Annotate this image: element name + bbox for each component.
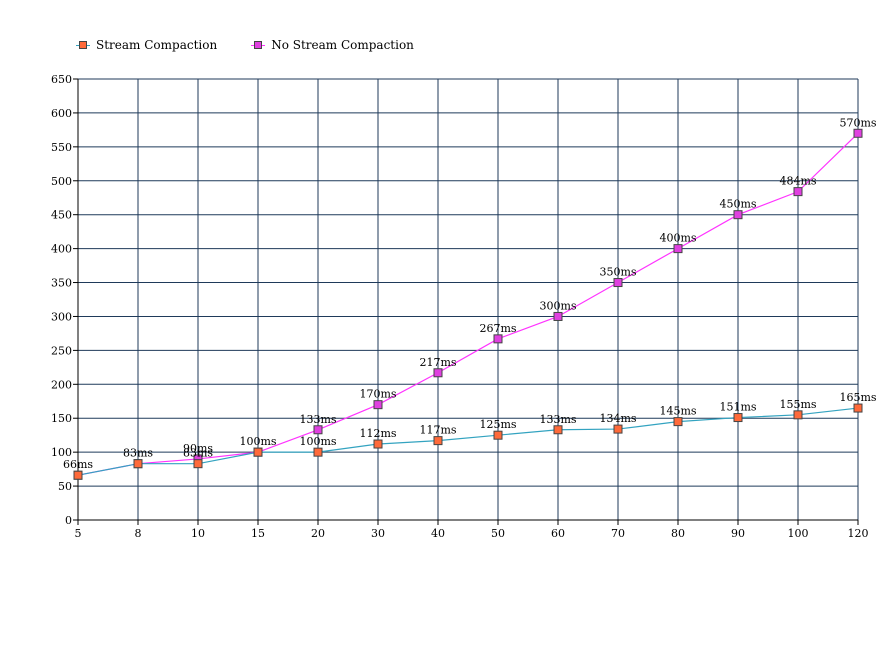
y-tick-label: 600 bbox=[51, 107, 72, 120]
x-tick-label: 5 bbox=[75, 527, 82, 540]
x-tick-label: 80 bbox=[671, 527, 685, 540]
legend-marker-icon bbox=[76, 40, 90, 50]
legend-item-no-stream-compaction: No Stream Compaction bbox=[251, 38, 414, 52]
data-point bbox=[133, 459, 143, 469]
data-point bbox=[493, 334, 503, 344]
x-tick-label: 90 bbox=[731, 527, 745, 540]
data-label: 100ms bbox=[239, 435, 276, 448]
data-point bbox=[193, 459, 203, 469]
data-point bbox=[493, 430, 503, 440]
legend-item-stream-compaction: Stream Compaction bbox=[76, 38, 217, 52]
y-tick-label: 200 bbox=[51, 378, 72, 391]
data-point bbox=[733, 210, 743, 220]
data-point bbox=[433, 368, 443, 378]
data-point bbox=[253, 447, 263, 457]
data-label: 400ms bbox=[659, 232, 696, 245]
legend-label: Stream Compaction bbox=[96, 38, 218, 52]
data-point bbox=[553, 311, 563, 321]
data-label: 151ms bbox=[719, 401, 756, 414]
data-point bbox=[853, 128, 863, 138]
y-tick-label: 500 bbox=[51, 175, 72, 188]
y-tick-label: 350 bbox=[51, 277, 72, 290]
data-label: 83ms bbox=[123, 447, 153, 460]
legend: Stream Compaction No Stream Compaction bbox=[76, 38, 414, 52]
series-group bbox=[73, 128, 863, 480]
y-tick-label: 550 bbox=[51, 141, 72, 154]
data-label: 134ms bbox=[599, 412, 636, 425]
data-label: 125ms bbox=[479, 418, 516, 431]
x-tick-label: 40 bbox=[431, 527, 445, 540]
y-tick-label: 650 bbox=[51, 73, 72, 86]
data-label: 267ms bbox=[479, 322, 516, 335]
data-label: 350ms bbox=[599, 266, 636, 279]
data-point bbox=[553, 425, 563, 435]
data-label: 145ms bbox=[659, 405, 696, 418]
y-tick-label: 400 bbox=[51, 243, 72, 256]
x-tick-label: 100 bbox=[788, 527, 809, 540]
data-point bbox=[613, 424, 623, 434]
data-point bbox=[673, 417, 683, 427]
x-tick-label: 30 bbox=[371, 527, 385, 540]
y-tick-label: 100 bbox=[51, 446, 72, 459]
x-tick-label: 20 bbox=[311, 527, 325, 540]
x-tick-label: 50 bbox=[491, 527, 505, 540]
x-tick-label: 15 bbox=[251, 527, 265, 540]
x-tick-label: 60 bbox=[551, 527, 565, 540]
data-label: 165ms bbox=[839, 391, 876, 404]
series-line-0 bbox=[77, 407, 859, 476]
data-label: 155ms bbox=[779, 398, 816, 411]
data-point bbox=[373, 400, 383, 410]
data-point bbox=[793, 410, 803, 420]
data-label: 66ms bbox=[63, 458, 93, 471]
legend-marker-icon bbox=[251, 40, 266, 50]
x-tick-label: 10 bbox=[191, 527, 205, 540]
grid bbox=[77, 78, 859, 521]
data-label: 170ms bbox=[359, 388, 396, 401]
y-tick-label: 50 bbox=[58, 480, 72, 493]
data-label: 83ms bbox=[183, 447, 213, 460]
data-labels: 90ms 133ms 170ms 217ms 267ms 300ms 350ms 400ms 4… bbox=[63, 116, 877, 471]
data-label: 484ms bbox=[779, 175, 816, 188]
data-label: 570ms bbox=[839, 116, 876, 129]
data-point bbox=[433, 436, 443, 446]
y-axis: 0 50 100 150 200 250 300 350 400 450 500 550 600 650 bbox=[51, 73, 78, 527]
x-axis: 5 8 10 15 20 30 40 50 60 70 80 90 100 120 bbox=[75, 520, 869, 540]
data-label: 300ms bbox=[539, 299, 576, 312]
data-point bbox=[313, 447, 323, 457]
data-point bbox=[673, 244, 683, 254]
data-point bbox=[73, 470, 83, 480]
data-label: 112ms bbox=[359, 427, 396, 440]
x-tick-label: 8 bbox=[135, 527, 142, 540]
x-tick-label: 70 bbox=[611, 527, 625, 540]
data-label: 100ms bbox=[299, 435, 336, 448]
y-tick-label: 250 bbox=[51, 344, 72, 357]
legend-label: No Stream Compaction bbox=[271, 38, 414, 52]
y-tick-label: 150 bbox=[51, 412, 72, 425]
data-label: 90ms bbox=[183, 442, 213, 455]
y-tick-label: 0 bbox=[65, 514, 72, 527]
data-label: 450ms bbox=[719, 198, 756, 211]
data-point bbox=[793, 187, 803, 197]
data-point bbox=[613, 278, 623, 288]
data-label: 217ms bbox=[419, 356, 456, 369]
data-point bbox=[733, 413, 743, 423]
x-tick-label: 120 bbox=[848, 527, 869, 540]
series-line-1 bbox=[77, 132, 859, 476]
data-point bbox=[853, 403, 863, 413]
y-tick-label: 300 bbox=[51, 310, 72, 323]
data-point bbox=[313, 425, 323, 435]
data-label: 133ms bbox=[299, 413, 336, 426]
data-point bbox=[373, 439, 383, 449]
data-label: 117ms bbox=[419, 424, 456, 437]
y-tick-label: 450 bbox=[51, 209, 72, 222]
data-label: 133ms bbox=[539, 413, 576, 426]
